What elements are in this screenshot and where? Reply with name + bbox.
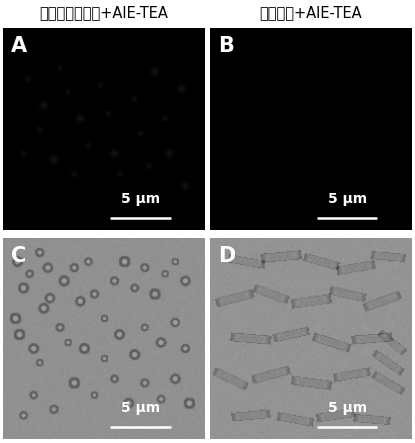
Text: 5 μm: 5 μm <box>121 401 160 415</box>
Text: C: C <box>11 246 27 266</box>
Text: 金黄色葡萄球菌+AIE-TEA: 金黄色葡萄球菌+AIE-TEA <box>40 5 168 20</box>
Text: 5 μm: 5 μm <box>327 192 367 206</box>
Text: A: A <box>11 36 27 56</box>
Text: D: D <box>218 246 235 266</box>
Text: 5 μm: 5 μm <box>327 401 367 415</box>
Text: B: B <box>218 36 234 56</box>
Text: 5 μm: 5 μm <box>121 192 160 206</box>
Text: 大肠杆菌+AIE-TEA: 大肠杆菌+AIE-TEA <box>259 5 362 20</box>
